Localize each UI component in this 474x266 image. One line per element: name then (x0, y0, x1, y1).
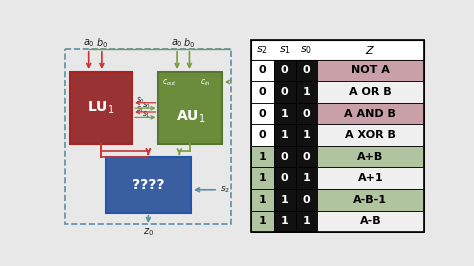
Text: $s_2$: $s_2$ (220, 185, 230, 195)
Text: 1: 1 (258, 195, 266, 205)
Bar (296, 211, 317, 232)
Text: A-B: A-B (360, 216, 381, 226)
Text: $s_0$: $s_0$ (136, 95, 145, 106)
Bar (251, 40, 423, 232)
Text: 0: 0 (303, 195, 310, 205)
Text: $s_1$: $s_1$ (279, 44, 291, 56)
Text: $s_2$: $s_2$ (256, 44, 268, 56)
Text: A+1: A+1 (357, 173, 383, 183)
Bar (274, 211, 296, 232)
Bar (317, 146, 423, 167)
Text: A+B: A+B (357, 152, 383, 162)
Text: 1: 1 (302, 173, 310, 183)
Bar (274, 60, 296, 81)
Bar (158, 72, 222, 144)
Text: $b_0$: $b_0$ (96, 36, 108, 49)
Bar (296, 146, 317, 167)
Bar (251, 189, 274, 211)
Text: 0: 0 (281, 173, 289, 183)
Text: $s_0$: $s_0$ (142, 101, 151, 111)
Text: 1: 1 (302, 87, 310, 97)
Text: 0: 0 (258, 130, 266, 140)
Bar (274, 167, 296, 189)
Bar (251, 60, 274, 81)
Text: 1: 1 (258, 152, 266, 162)
Bar (317, 103, 423, 124)
Bar (296, 189, 317, 211)
Bar (251, 167, 274, 189)
Text: 1: 1 (302, 216, 310, 226)
Bar (296, 81, 317, 103)
Bar (317, 211, 423, 232)
Bar (274, 81, 296, 103)
Text: $a_0$: $a_0$ (171, 37, 183, 49)
Text: 1: 1 (281, 130, 289, 140)
Text: 0: 0 (258, 109, 266, 119)
Bar (65, 49, 231, 225)
Text: $c_{in}$: $c_{in}$ (201, 77, 211, 88)
Text: 1: 1 (258, 216, 266, 226)
Bar (274, 124, 296, 146)
Text: A AND B: A AND B (345, 109, 396, 119)
Bar (251, 211, 274, 232)
Bar (317, 189, 423, 211)
Text: NOT A: NOT A (351, 65, 390, 76)
Bar (317, 81, 423, 103)
Text: $z_0$: $z_0$ (143, 226, 154, 238)
Text: $b_0$: $b_0$ (183, 36, 195, 49)
Text: $Z$: $Z$ (365, 44, 375, 56)
Bar (274, 103, 296, 124)
Text: 0: 0 (258, 65, 266, 76)
Text: $a_0$: $a_0$ (83, 37, 95, 49)
Text: 1: 1 (258, 173, 266, 183)
Text: 0: 0 (281, 65, 289, 76)
Text: 1: 1 (281, 195, 289, 205)
Text: LU$_1$: LU$_1$ (87, 99, 115, 116)
Text: 0: 0 (281, 152, 289, 162)
Bar (251, 124, 274, 146)
Bar (106, 157, 191, 213)
Bar (251, 146, 274, 167)
Text: 0: 0 (258, 87, 266, 97)
Text: ????: ???? (132, 178, 164, 192)
Text: A OR B: A OR B (349, 87, 392, 97)
Text: 0: 0 (303, 65, 310, 76)
Bar (317, 60, 423, 81)
Bar (70, 72, 132, 144)
Text: 0: 0 (303, 152, 310, 162)
Text: 1: 1 (281, 216, 289, 226)
Text: $c_{out}$: $c_{out}$ (162, 77, 177, 88)
Text: 0: 0 (281, 87, 289, 97)
Text: A XOR B: A XOR B (345, 130, 396, 140)
Bar (296, 124, 317, 146)
Text: 0: 0 (303, 109, 310, 119)
Text: $s_1$: $s_1$ (136, 105, 145, 115)
Text: AU$_1$: AU$_1$ (175, 108, 205, 124)
Text: $s_1$: $s_1$ (142, 110, 151, 120)
Bar (317, 124, 423, 146)
Bar (296, 167, 317, 189)
Bar (296, 60, 317, 81)
Text: $s_0$: $s_0$ (301, 44, 312, 56)
Bar (251, 103, 274, 124)
Bar (274, 146, 296, 167)
Bar (317, 167, 423, 189)
Bar (251, 81, 274, 103)
Text: A-B-1: A-B-1 (354, 195, 387, 205)
Text: 1: 1 (281, 109, 289, 119)
Bar (274, 189, 296, 211)
Text: 1: 1 (302, 130, 310, 140)
Bar (296, 103, 317, 124)
Bar (251, 40, 423, 60)
